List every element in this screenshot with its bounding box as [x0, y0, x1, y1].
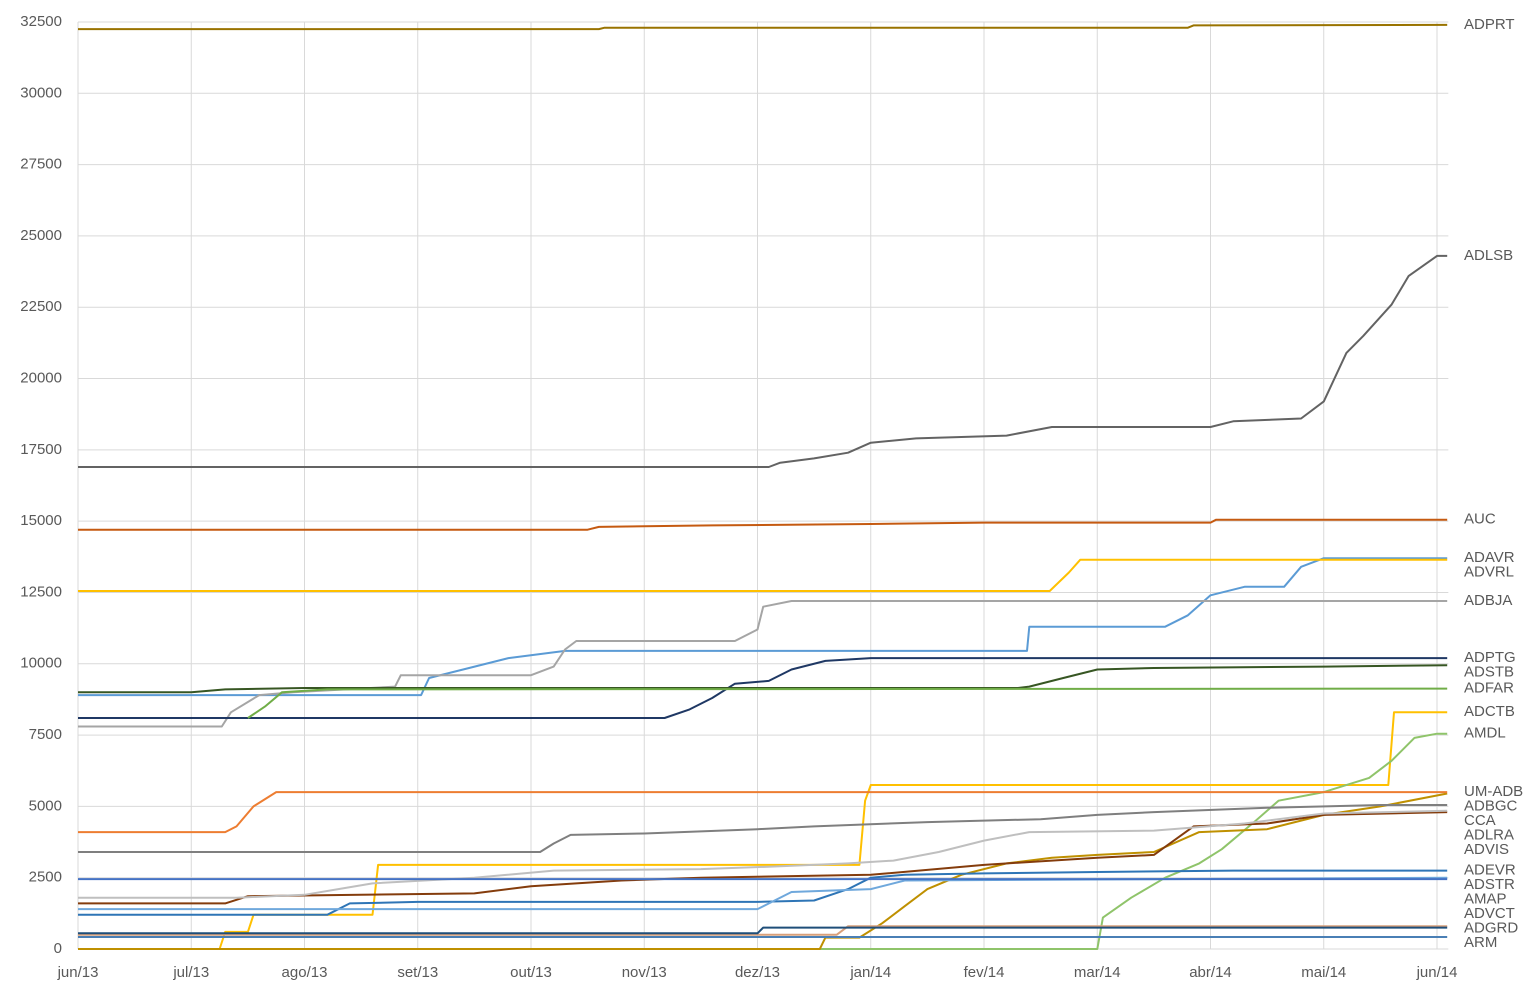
- series-line: [78, 664, 1448, 694]
- y-tick-label: 7500: [29, 726, 62, 743]
- series-label: ADVRL: [1464, 564, 1514, 581]
- y-tick-label: 15000: [20, 512, 62, 529]
- series-line: [78, 657, 1448, 719]
- x-tick-label: jan/14: [849, 964, 891, 981]
- series-label: AMAP: [1464, 890, 1507, 907]
- series-line: [78, 791, 1448, 834]
- x-tick-label: fev/14: [964, 964, 1005, 981]
- y-tick-label: 10000: [20, 655, 62, 672]
- x-tick-label: mar/14: [1074, 964, 1121, 981]
- y-tick-label: 17500: [20, 441, 62, 458]
- series-label: ADEVR: [1464, 861, 1516, 878]
- y-tick-label: 12500: [20, 583, 62, 600]
- series-line: [78, 926, 1448, 935]
- y-tick-label: 30000: [20, 84, 62, 101]
- series-label: ADVCT: [1464, 905, 1515, 922]
- series-label: ADGRD: [1464, 919, 1518, 936]
- series-line: [78, 732, 1448, 950]
- y-tick-label: 2500: [29, 869, 62, 886]
- x-tick-label: set/13: [397, 964, 438, 981]
- y-tick-label: 20000: [20, 370, 62, 387]
- series-line: [78, 811, 1448, 905]
- series-label: ADVIS: [1464, 841, 1509, 858]
- series-label: ARM: [1464, 934, 1497, 951]
- series-label: ADLRA: [1464, 827, 1514, 844]
- series-line: [78, 804, 1448, 853]
- series-label: CCA: [1464, 812, 1496, 829]
- series-label: ADAVR: [1464, 549, 1515, 566]
- series-line: [78, 925, 1448, 936]
- y-tick-label: 32500: [20, 13, 62, 30]
- y-tick-label: 5000: [29, 797, 62, 814]
- series-label: UM-ADB: [1464, 783, 1523, 800]
- series-label: ADPRT: [1464, 16, 1515, 33]
- series-label: AUC: [1464, 511, 1496, 528]
- series-label: ADSTB: [1464, 664, 1514, 681]
- series-line: [78, 558, 1448, 592]
- series-line: [78, 876, 1448, 911]
- y-tick-label: 22500: [20, 298, 62, 315]
- series-label: ADSTR: [1464, 876, 1515, 893]
- series-label: ADLSB: [1464, 247, 1513, 264]
- series-label: ADBJA: [1464, 592, 1512, 609]
- series-line: [78, 600, 1448, 728]
- x-tick-label: ago/13: [282, 964, 328, 981]
- series-line: [247, 687, 1448, 719]
- x-tick-label: out/13: [510, 964, 552, 981]
- x-tick-label: nov/13: [622, 964, 667, 981]
- series-line: [78, 809, 1448, 899]
- series-line: [78, 254, 1448, 468]
- series-label: AMDL: [1464, 725, 1506, 742]
- series-label: ADPTG: [1464, 649, 1516, 666]
- x-tick-label: jun/14: [1416, 964, 1458, 981]
- series-line: [78, 23, 1448, 31]
- x-tick-label: abr/14: [1189, 964, 1232, 981]
- y-tick-label: 27500: [20, 156, 62, 173]
- series-line: [78, 518, 1448, 531]
- x-tick-label: dez/13: [735, 964, 780, 981]
- series-label: ADCTB: [1464, 703, 1515, 720]
- y-tick-label: 0: [54, 940, 62, 957]
- x-tick-label: mai/14: [1301, 964, 1346, 981]
- x-tick-label: jul/13: [172, 964, 209, 981]
- series-line: [78, 557, 1448, 697]
- x-tick-label: jun/13: [57, 964, 99, 981]
- y-tick-label: 25000: [20, 227, 62, 244]
- series-label: ADFAR: [1464, 680, 1514, 697]
- series-line: [78, 711, 1448, 950]
- series-label: ADBGC: [1464, 798, 1518, 815]
